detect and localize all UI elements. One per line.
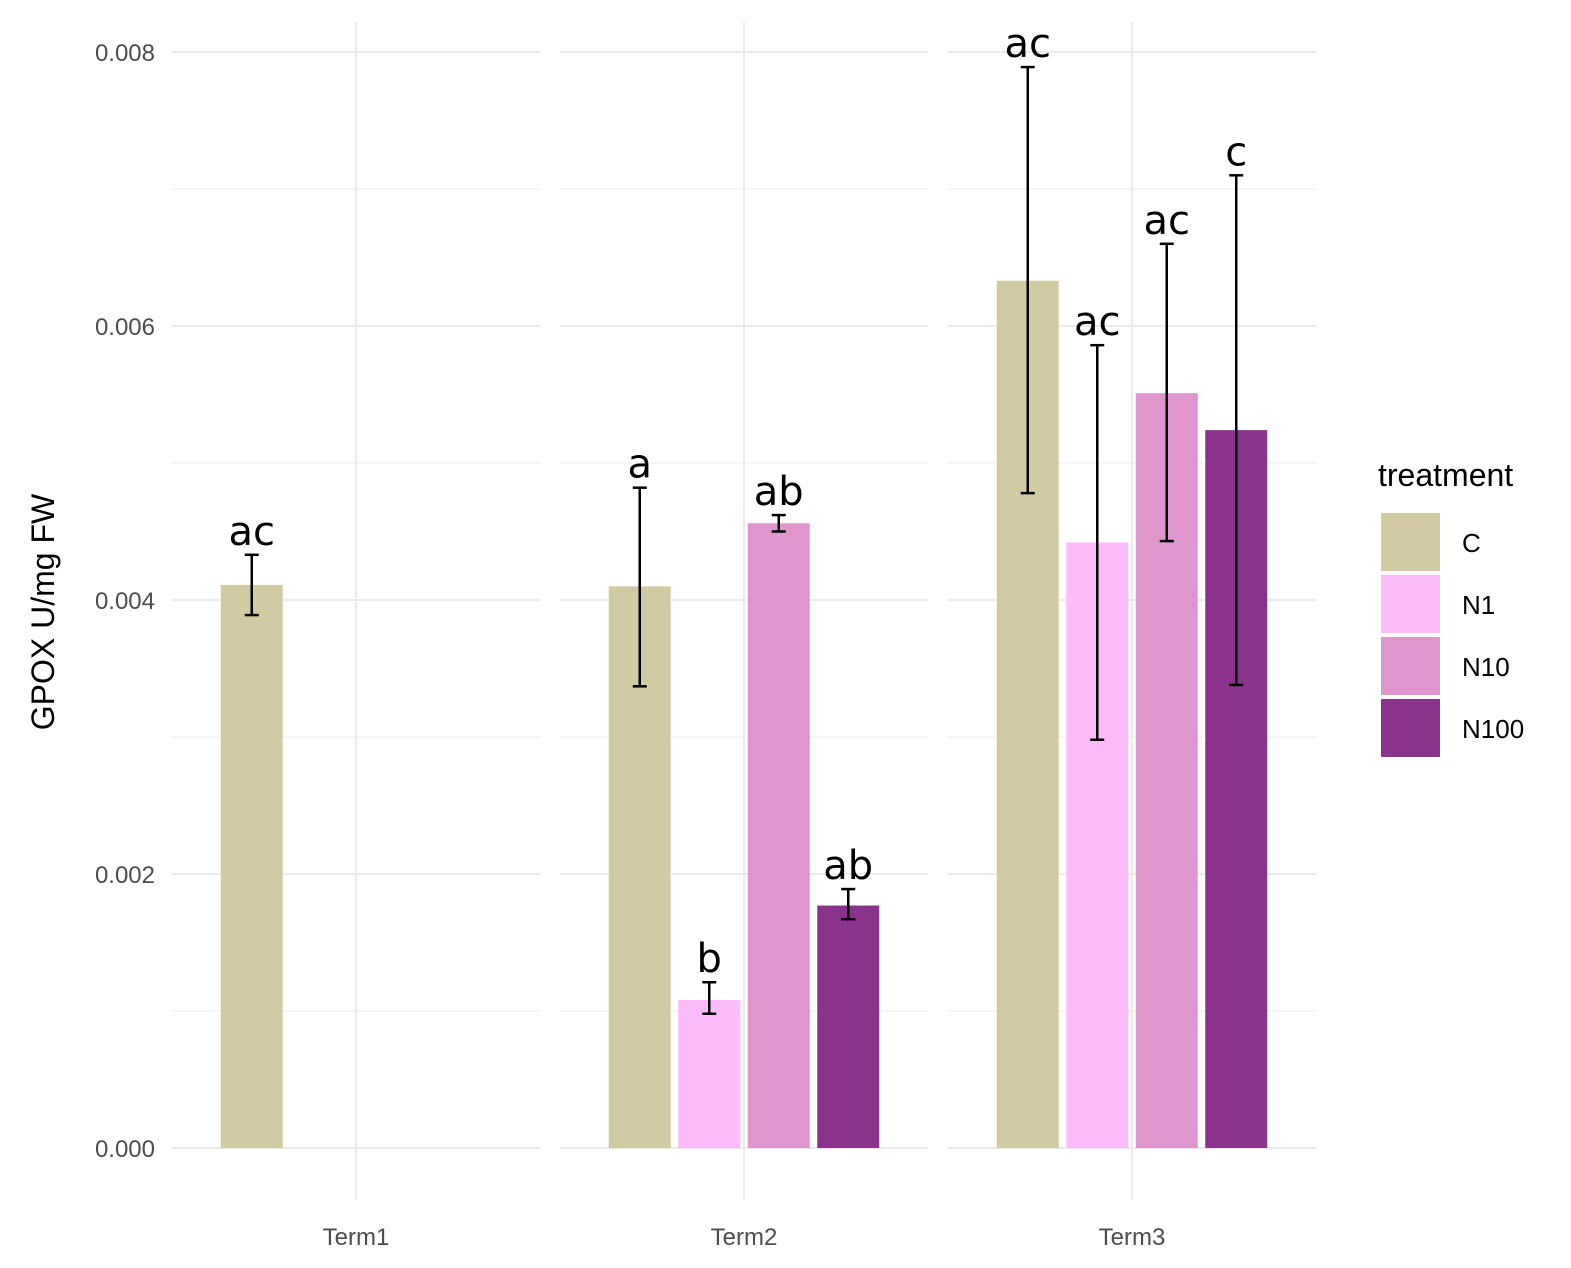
- legend-key-n100: [1381, 699, 1440, 757]
- y-tick-label: 0.002: [95, 862, 155, 889]
- bar-term1-c: [220, 584, 283, 1148]
- y-tick-label: 0.004: [95, 588, 155, 615]
- legend-label: C: [1462, 528, 1481, 558]
- significance-letter: ab: [754, 469, 804, 515]
- significance-letter: ac: [1004, 21, 1051, 67]
- significance-letter: ac: [228, 509, 275, 555]
- y-tick-label: 0.008: [95, 40, 155, 67]
- legend-label: N1: [1462, 590, 1495, 620]
- significance-letter: ac: [1074, 299, 1121, 345]
- significance-letter: c: [1225, 129, 1247, 175]
- y-tick-label: 0.000: [95, 1136, 155, 1163]
- legend: treatment C N1 N10 N100: [1378, 457, 1524, 757]
- legend-title: treatment: [1378, 457, 1513, 493]
- x-tick-label: Term3: [1099, 1224, 1166, 1251]
- significance-letter: a: [627, 442, 652, 488]
- axis-layer: 0.000 0.002 0.004 0.006 0.008 Term1 Term2 Term3: [95, 40, 1165, 1251]
- legend-key-c: [1381, 513, 1440, 571]
- significance-letter: ab: [823, 843, 873, 889]
- legend-key-n1: [1381, 575, 1440, 633]
- x-tick-label: Term1: [323, 1224, 390, 1251]
- bar-term2-n100: [817, 905, 880, 1148]
- legend-key-n10: [1381, 637, 1440, 695]
- significance-letter: ac: [1143, 198, 1190, 244]
- significance-letter: b: [697, 936, 722, 982]
- legend-label: N10: [1462, 652, 1510, 682]
- legend-label: N100: [1462, 714, 1524, 744]
- y-axis-label: GPOX U/mg FW: [25, 493, 61, 730]
- bar-term2-n1: [678, 1000, 741, 1148]
- bar-term2-n10: [747, 523, 810, 1148]
- x-tick-label: Term2: [711, 1224, 778, 1251]
- y-tick-label: 0.006: [95, 314, 155, 341]
